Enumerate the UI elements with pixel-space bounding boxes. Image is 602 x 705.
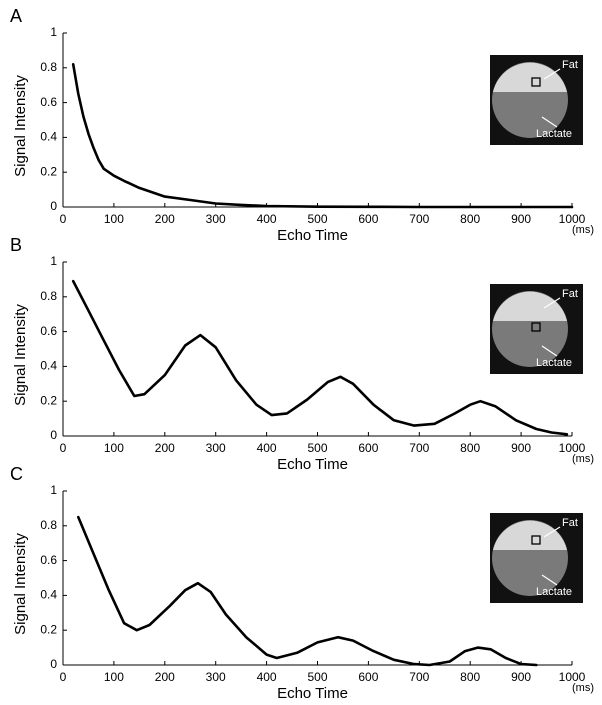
x-unit: (ms) (572, 453, 594, 465)
x-tick-label: 900 (511, 212, 531, 226)
panel: B 0 0.2 0.4 0.6 0.8 1 0 100 200 300 400 500 600 700 800… (10, 235, 594, 473)
y-tick-label: 0.4 (40, 588, 57, 602)
inset-label: Fat (562, 59, 578, 71)
panel: C 0 0.2 0.4 0.6 0.8 1 0 100 200 300 400 500 600 700 800… (10, 464, 594, 702)
y-tick-label: 0.8 (40, 289, 57, 303)
y-tick-label: 1 (50, 254, 57, 268)
y-tick-label: 0.6 (40, 324, 57, 338)
y-tick-label: 0.4 (40, 130, 57, 144)
y-tick-label: 1 (50, 25, 57, 39)
inset-label: Fat (562, 517, 578, 529)
x-tick-label: 400 (257, 212, 277, 226)
x-axis-title: Echo Time (277, 456, 348, 473)
y-tick-label: 0 (50, 199, 57, 213)
signal-line (77, 515, 538, 667)
x-tick-label: 600 (358, 441, 378, 455)
x-tick-label: 0 (60, 670, 67, 684)
x-tick-label: 700 (409, 212, 429, 226)
x-tick-label: 100 (104, 670, 124, 684)
roi-box (531, 322, 541, 332)
x-unit: (ms) (572, 682, 594, 694)
y-tick-label: 0.4 (40, 359, 57, 373)
y-tick-label: 0.2 (40, 622, 57, 636)
y-tick-label: 0.6 (40, 553, 57, 567)
x-tick-label: 100 (104, 441, 124, 455)
lactate-arrow (541, 345, 558, 357)
panel: A 0 0.2 0.4 0.6 0.8 1 0 100 200 300 400 500 600 700 800… (10, 6, 594, 244)
inset-label: Lactate (536, 128, 572, 140)
fat-arrow (543, 297, 561, 309)
fat-arrow (543, 68, 561, 80)
x-tick-label: 0 (60, 212, 67, 226)
x-tick-label: 1000 (559, 212, 586, 226)
x-tick-label: 500 (307, 212, 327, 226)
y-tick-label: 0.8 (40, 60, 57, 74)
fat-arrow (543, 526, 561, 538)
inset-label: Lactate (536, 586, 572, 598)
y-axis-title: Signal Intensity (12, 75, 29, 177)
y-axis-title: Signal Intensity (12, 533, 29, 635)
x-unit: (ms) (572, 224, 594, 236)
x-tick-label: 1000 (559, 670, 586, 684)
y-tick-label: 0.2 (40, 164, 57, 178)
x-tick-label: 500 (307, 441, 327, 455)
x-tick-label: 900 (511, 441, 531, 455)
phantom-upper (493, 520, 567, 550)
roi-box (531, 77, 541, 87)
roi-box (531, 535, 541, 545)
panel-label: C (10, 464, 23, 484)
x-tick-label: 800 (460, 441, 480, 455)
x-tick-label: 700 (409, 670, 429, 684)
x-tick-label: 300 (206, 441, 226, 455)
x-tick-label: 200 (155, 441, 175, 455)
x-tick-label: 0 (60, 441, 67, 455)
lactate-arrow (541, 574, 558, 586)
y-tick-label: 0 (50, 428, 57, 442)
x-tick-label: 300 (206, 670, 226, 684)
x-tick-label: 800 (460, 670, 480, 684)
inset-label: Fat (562, 288, 578, 300)
lactate-arrow (541, 116, 558, 128)
x-tick-label: 400 (257, 670, 277, 684)
x-tick-label: 300 (206, 212, 226, 226)
y-tick-label: 0 (50, 657, 57, 671)
x-tick-label: 800 (460, 212, 480, 226)
x-tick-label: 200 (155, 212, 175, 226)
phantom-upper (493, 62, 567, 92)
inset-label: Lactate (536, 357, 572, 369)
x-tick-label: 600 (358, 670, 378, 684)
x-tick-label: 700 (409, 441, 429, 455)
signal-line (71, 279, 569, 436)
x-tick-label: 900 (511, 670, 531, 684)
y-tick-label: 0.6 (40, 95, 57, 109)
x-tick-label: 200 (155, 670, 175, 684)
x-tick-label: 400 (257, 441, 277, 455)
signal-line (71, 63, 574, 209)
phantom-upper (493, 291, 567, 321)
x-tick-label: 1000 (559, 441, 586, 455)
y-tick-label: 0.8 (40, 518, 57, 532)
y-axis-title: Signal Intensity (12, 304, 29, 406)
x-axis-title: Echo Time (277, 227, 348, 244)
x-tick-label: 600 (358, 212, 378, 226)
x-tick-label: 100 (104, 212, 124, 226)
panel-label: A (10, 6, 22, 26)
x-axis-title: Echo Time (277, 685, 348, 702)
y-tick-label: 0.2 (40, 393, 57, 407)
y-tick-label: 1 (50, 483, 57, 497)
x-tick-label: 500 (307, 670, 327, 684)
panel-label: B (10, 235, 22, 255)
